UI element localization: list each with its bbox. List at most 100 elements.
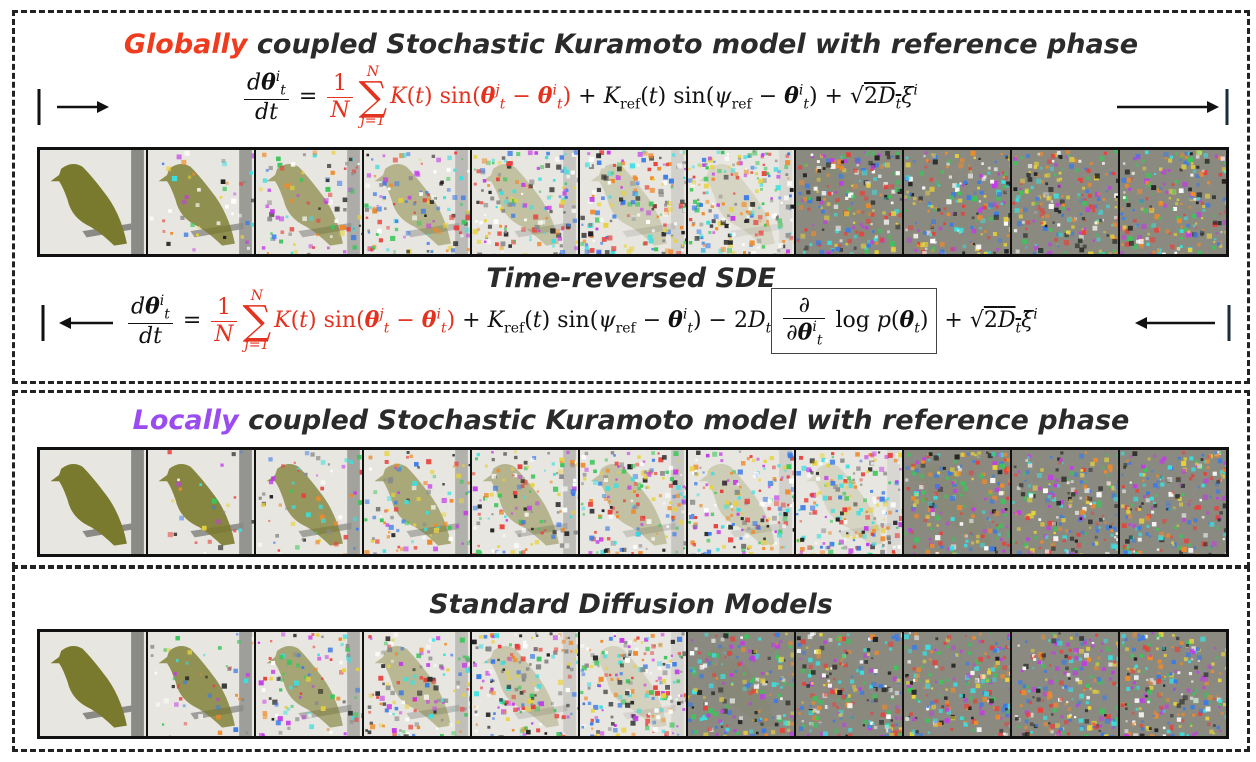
global-image-strip	[37, 147, 1229, 257]
noise-speck	[472, 553, 477, 554]
noise-speck	[508, 643, 513, 647]
noise-speck	[758, 230, 764, 236]
noise-speck	[761, 728, 767, 733]
noise-speck	[699, 503, 703, 508]
noise-speck	[1005, 496, 1010, 501]
noise-speck	[587, 701, 592, 706]
noise-speck	[1168, 232, 1172, 235]
noise-speck	[1142, 166, 1147, 171]
noise-speck	[1105, 453, 1109, 457]
noise-speck	[898, 522, 902, 528]
noise-speck	[630, 180, 636, 186]
noise-speck	[810, 722, 814, 726]
noise-speck	[759, 719, 762, 722]
noise-speck	[906, 680, 910, 685]
noise-speck	[980, 208, 985, 213]
noise-speck	[790, 218, 793, 222]
noise-speck	[837, 159, 843, 165]
noise-speck	[921, 490, 926, 495]
noise-speck	[871, 462, 874, 465]
noise-speck	[269, 211, 275, 217]
noise-speck	[873, 698, 878, 703]
noise-speck	[883, 184, 889, 190]
noise-speck	[1130, 503, 1134, 507]
noise-speck	[434, 664, 437, 667]
noise-speck	[580, 502, 584, 506]
noise-speck	[375, 539, 380, 544]
noise-speck	[789, 188, 794, 192]
noise-speck	[882, 704, 888, 710]
noise-speck	[607, 180, 612, 185]
noise-speck	[690, 540, 695, 545]
noise-speck	[930, 224, 934, 228]
noise-speck	[589, 722, 594, 726]
noise-speck	[383, 177, 389, 183]
noise-speck	[552, 530, 557, 535]
noise-speck	[239, 181, 244, 186]
noise-speck	[620, 186, 623, 189]
noise-speck	[980, 534, 985, 539]
noise-speck	[992, 677, 997, 682]
noise-speck	[330, 469, 333, 473]
noise-speck	[1175, 494, 1180, 499]
noise-speck	[352, 245, 357, 250]
noise-speck	[1016, 510, 1022, 515]
noise-speck	[860, 472, 866, 477]
noise-speck	[891, 189, 896, 194]
noise-speck	[957, 505, 963, 511]
noise-speck	[816, 534, 822, 539]
time-reversed-sde-label: Time-reversed SDE	[486, 263, 776, 294]
noise-speck	[839, 181, 844, 186]
noise-speck	[644, 185, 650, 190]
noise-speck	[664, 203, 668, 207]
noise-speck	[949, 545, 955, 551]
noise-speck	[960, 481, 966, 486]
noise-speck	[824, 475, 829, 481]
noise-speck	[935, 535, 941, 541]
noise-speck	[816, 166, 822, 171]
noise-speck	[321, 635, 324, 639]
noise-speck	[966, 452, 970, 456]
noise-speck	[904, 197, 908, 201]
noise-speck	[1103, 230, 1106, 234]
noise-speck	[316, 633, 320, 637]
noise-speck	[1057, 457, 1061, 461]
noise-speck	[642, 460, 646, 463]
noise-speck	[975, 534, 980, 539]
noise-speck	[648, 201, 654, 207]
noise-speck	[758, 489, 762, 492]
noise-speck	[449, 498, 454, 503]
noise-speck	[961, 526, 965, 530]
noise-speck	[886, 714, 891, 719]
noise-speck	[231, 452, 236, 457]
noise-speck	[1090, 461, 1095, 467]
noise-speck	[677, 503, 681, 507]
noise-speck	[1111, 493, 1117, 499]
noise-speck	[974, 679, 978, 683]
noise-speck	[763, 459, 767, 463]
branch-shape	[514, 522, 568, 538]
noise-speck	[459, 730, 462, 733]
noise-speck	[909, 712, 913, 716]
noise-speck	[569, 515, 573, 519]
noise-speck	[1013, 187, 1018, 192]
noise-speck	[1125, 199, 1128, 202]
noise-speck	[719, 452, 723, 456]
noise-speck	[653, 161, 658, 167]
noise-speck	[714, 491, 717, 494]
noise-speck	[1081, 467, 1087, 472]
noise-speck	[1083, 236, 1087, 240]
noise-speck	[847, 733, 853, 736]
noise-speck	[866, 699, 869, 702]
noise-speck	[1058, 232, 1063, 237]
noise-speck	[786, 652, 790, 656]
noise-speck	[581, 223, 584, 226]
noise-speck	[490, 659, 496, 664]
noise-speck	[970, 688, 976, 694]
noise-speck	[888, 726, 894, 731]
noise-speck	[1150, 506, 1154, 510]
noise-speck	[951, 481, 955, 485]
noise-speck	[883, 219, 890, 225]
noise-speck	[870, 223, 873, 226]
noise-speck	[403, 235, 406, 239]
